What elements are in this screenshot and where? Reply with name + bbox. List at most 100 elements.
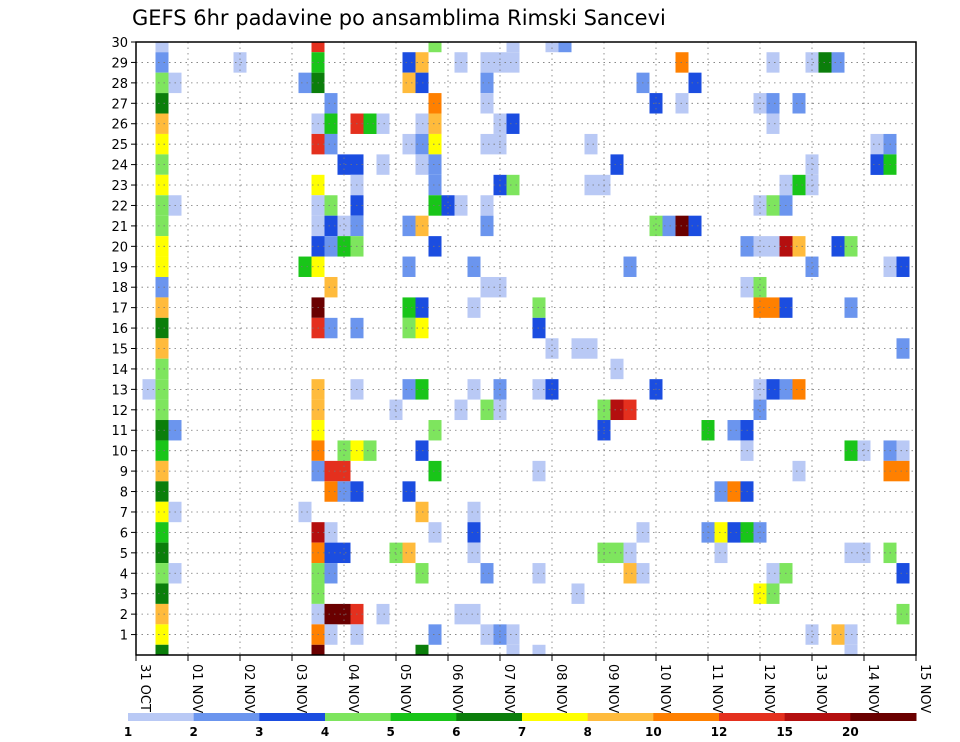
heatmap-cell bbox=[766, 379, 780, 400]
heatmap-cell bbox=[649, 215, 663, 237]
heatmap-cell bbox=[311, 42, 325, 53]
heatmap-cell bbox=[428, 133, 442, 155]
heatmap-cell bbox=[467, 603, 481, 625]
heatmap-cell bbox=[831, 52, 845, 73]
heatmap-cell bbox=[610, 542, 624, 564]
x-tick-label: 04 NOV bbox=[345, 664, 360, 713]
heatmap-cell bbox=[155, 399, 169, 421]
x-tick-label: 05 NOV bbox=[397, 664, 412, 713]
heatmap-cell bbox=[402, 542, 416, 564]
colorbar-swatch bbox=[522, 713, 589, 721]
heatmap-cell bbox=[805, 624, 819, 645]
y-tick-label: 19 bbox=[111, 261, 128, 276]
colorbar-label: 8 bbox=[583, 725, 591, 739]
heatmap-cell bbox=[506, 624, 520, 645]
heatmap-cell bbox=[402, 256, 416, 277]
heatmap-cell bbox=[610, 154, 624, 175]
colorbar-swatch bbox=[128, 713, 195, 721]
heatmap-cell bbox=[402, 72, 416, 94]
heatmap-cell bbox=[805, 256, 819, 277]
heatmap-cell bbox=[870, 133, 884, 155]
chart-title: GEFS 6hr padavine po ansamblima Rimski S… bbox=[132, 6, 666, 30]
heatmap-cell bbox=[376, 154, 390, 175]
heatmap-cell bbox=[766, 113, 780, 134]
heatmap-cell bbox=[844, 644, 858, 655]
y-tick-label: 18 bbox=[111, 281, 128, 296]
axis-layer: 1234567891011121314151617181920212223242… bbox=[111, 36, 932, 713]
heatmap-cell bbox=[506, 644, 520, 655]
heatmap-cell bbox=[584, 174, 598, 196]
heatmap-cell bbox=[714, 481, 728, 502]
colorbar-label: 6 bbox=[452, 725, 460, 739]
heatmap-cell bbox=[766, 583, 780, 604]
heatmap-cell bbox=[766, 93, 780, 114]
heatmap-cell bbox=[155, 52, 169, 73]
y-tick-label: 16 bbox=[111, 322, 128, 337]
heatmap-cell bbox=[480, 72, 494, 94]
heatmap-cell bbox=[766, 297, 780, 318]
heatmap-cell bbox=[324, 236, 338, 257]
y-tick-label: 21 bbox=[111, 220, 128, 235]
x-tick-label: 11 NOV bbox=[709, 664, 724, 713]
y-tick-label: 5 bbox=[120, 547, 128, 562]
heatmap-cell bbox=[467, 542, 481, 564]
heatmap-cell bbox=[402, 52, 416, 73]
heatmap-cell bbox=[480, 195, 494, 216]
heatmap-cell bbox=[402, 297, 416, 318]
heatmap-cell bbox=[428, 420, 442, 441]
grid-layer bbox=[136, 41, 916, 655]
heatmap-cell bbox=[363, 440, 377, 461]
heatmap-cell bbox=[896, 338, 910, 359]
heatmap-cell bbox=[766, 236, 780, 257]
y-tick-label: 13 bbox=[111, 383, 128, 398]
heatmap-cell bbox=[324, 603, 338, 625]
heatmap-cell bbox=[233, 52, 247, 73]
x-tick-label: 13 NOV bbox=[813, 664, 828, 713]
heatmap-cell bbox=[714, 522, 728, 543]
x-tick-label: 09 NOV bbox=[605, 664, 620, 713]
x-tick-label: 03 NOV bbox=[293, 664, 308, 713]
y-tick-label: 14 bbox=[111, 363, 128, 378]
y-tick-label: 17 bbox=[111, 302, 128, 317]
heatmap-cell bbox=[155, 174, 169, 196]
heatmap-cell bbox=[155, 215, 169, 237]
heatmap-cell bbox=[857, 440, 871, 461]
heatmap-cell bbox=[324, 522, 338, 543]
heatmap-cell bbox=[428, 236, 442, 257]
heatmap-cell bbox=[467, 379, 481, 400]
heatmap-cell bbox=[324, 460, 338, 482]
y-tick-label: 4 bbox=[120, 567, 128, 582]
colorbar-swatch bbox=[325, 713, 392, 721]
y-tick-label: 9 bbox=[120, 465, 128, 480]
heatmap-cell bbox=[480, 276, 494, 298]
heatmap-cell bbox=[506, 52, 520, 73]
heatmap-cell bbox=[324, 93, 338, 114]
heatmap-cell bbox=[688, 215, 702, 237]
colorbar-swatch bbox=[193, 713, 260, 721]
heatmap-cell bbox=[623, 399, 637, 421]
heatmap-cell bbox=[766, 563, 780, 584]
heatmap-cell bbox=[402, 379, 416, 400]
heatmap-cell bbox=[727, 481, 741, 502]
y-tick-label: 1 bbox=[120, 629, 128, 644]
heatmap-cell bbox=[155, 154, 169, 175]
colorbar-label: 12 bbox=[711, 725, 728, 739]
heatmap-cell bbox=[662, 215, 676, 237]
heatmap-cell bbox=[896, 603, 910, 625]
heatmap-cell bbox=[506, 42, 520, 53]
heatmap-cell bbox=[467, 501, 481, 523]
heatmap-cell bbox=[896, 256, 910, 277]
heatmap-cell bbox=[480, 563, 494, 584]
colorbar-label: 2 bbox=[189, 725, 197, 739]
heatmap-cell bbox=[298, 256, 312, 277]
y-tick-label: 10 bbox=[111, 445, 128, 460]
heatmap-cell bbox=[428, 522, 442, 543]
y-tick-label: 11 bbox=[111, 424, 128, 439]
heatmap-cell bbox=[155, 358, 169, 380]
heatmap-cell bbox=[155, 481, 169, 502]
heatmap-cell bbox=[571, 338, 585, 359]
heatmap-cell bbox=[792, 93, 806, 114]
heatmap-cell bbox=[558, 42, 572, 53]
heatmap-cell bbox=[324, 276, 338, 298]
